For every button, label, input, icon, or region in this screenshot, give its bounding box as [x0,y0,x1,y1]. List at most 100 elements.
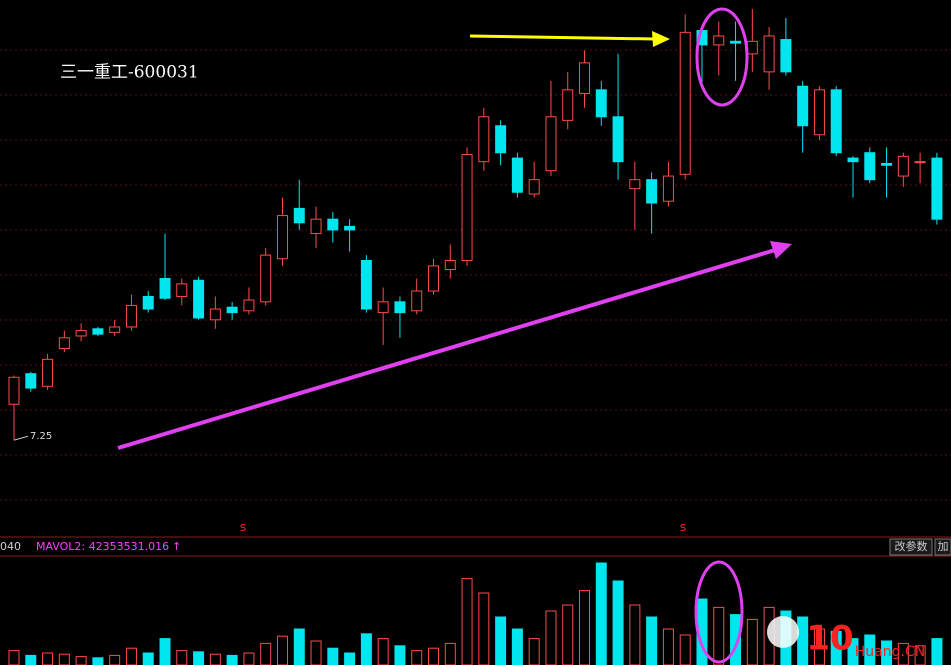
candle-body [209,308,221,321]
volume-bar [444,642,456,665]
volume-bar [327,647,339,665]
volume-bar [881,640,893,665]
candle-body [864,152,876,181]
volume-bar [679,634,691,665]
candle-body [394,301,406,314]
volume-bar [293,628,305,665]
candle-body [159,277,171,299]
volume-bar [428,647,439,665]
watermark: 10 [806,619,853,659]
candle-body [746,40,758,55]
candle-body [243,299,255,312]
yellow-arrow [469,34,656,41]
candle-body [92,328,104,335]
stock-title: 三一重工-600031 [60,63,199,83]
candle-body [360,260,372,310]
volume-bar [612,580,624,665]
marks: 7.25 [8,8,943,665]
volume-bar [411,650,423,665]
volume-bar [394,645,406,665]
candle-body [226,306,238,314]
volume-bar [629,604,641,665]
volume-bar [58,653,70,665]
candle-body [327,218,339,231]
candle-body [377,301,389,314]
candle-body [813,89,825,136]
magenta-arrow [117,248,776,450]
watermark: Huang.CN [855,644,925,660]
candle-body [780,39,792,73]
candle-body [629,179,641,190]
volume-bar [545,610,557,665]
candle-body [528,179,540,195]
volume-bar [511,628,523,665]
candle-body [25,373,37,389]
button-label[interactable]: 改参数 [895,539,928,553]
volume-bar [125,647,137,665]
volume-bar [276,635,288,665]
volume-bar [377,638,389,665]
candle-body [545,116,557,172]
candle-body [511,157,523,193]
candle-body [461,154,473,262]
volume-bar [713,606,725,665]
candle-body [730,40,742,44]
volume-bar [310,640,322,665]
volume-bar [159,638,171,665]
volume-bar [461,578,473,665]
volume-bar [176,650,188,665]
candle-body [58,337,70,350]
candle-body [125,304,137,328]
button[interactable] [934,538,951,556]
watermark-icon [767,616,799,648]
candle-body [310,218,322,235]
button[interactable] [889,538,933,556]
low-label: 7.25 [30,431,52,442]
volume-bar [8,650,20,665]
candle-body [411,290,423,312]
candle-body [830,89,842,154]
volume-bar [92,657,104,665]
volume-bar [830,630,842,665]
indicator-prefix: 040 [0,540,21,553]
candle-body [193,279,205,319]
volume-bar [209,653,221,665]
candle-body [260,254,272,303]
candle-body [897,155,909,177]
highlight-ellipse [694,560,744,664]
volume-bar [562,604,574,665]
candle-body [42,358,54,387]
volume-bar [142,652,154,665]
candle-body [444,260,456,270]
volume-bar [75,656,87,665]
button-label[interactable]: 加 [938,540,949,553]
highlight-ellipse [695,7,749,107]
volume-bar [864,634,876,665]
volume-bar [478,592,490,665]
volume-bar [797,616,809,665]
candle-body [847,157,859,163]
candle-body [931,157,943,220]
candle-body [495,125,507,154]
volume-bar [42,652,54,665]
candle-body [293,207,305,224]
indicator-label: MAVOL2: 42353531.016 [36,540,169,553]
candle-body [176,283,188,297]
candle-body [8,376,20,405]
volume-bar [495,616,507,665]
volume-bar [243,652,255,665]
yellow-arrowhead [652,31,670,47]
volume-bar [25,654,37,665]
candle-body [142,295,154,310]
candle-body [646,179,658,204]
candle-body [478,116,490,163]
signal: S [240,523,246,534]
candle-body [881,162,893,166]
candle-body [562,89,574,121]
candle-body [797,85,809,127]
candle-body [595,89,607,118]
volume-bar [360,633,372,665]
